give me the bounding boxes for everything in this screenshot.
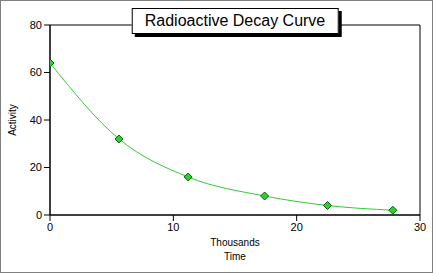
svg-text:20: 20 xyxy=(291,221,303,233)
svg-text:10: 10 xyxy=(167,221,179,233)
svg-text:40: 40 xyxy=(30,114,42,126)
svg-text:60: 60 xyxy=(30,66,42,78)
svg-text:30: 30 xyxy=(414,221,425,233)
html-text:Time: Time xyxy=(224,251,246,262)
svg-text:20: 20 xyxy=(30,161,42,173)
svg-text:0: 0 xyxy=(47,221,53,233)
html-text:Thousands: Thousands xyxy=(210,237,260,248)
svg-text:Activity: Activity xyxy=(8,104,18,136)
svg-text:80: 80 xyxy=(30,19,42,31)
svg-text:0: 0 xyxy=(36,209,42,221)
html-text:Radioactive Decay Curve: Radioactive Decay Curve xyxy=(144,12,326,29)
